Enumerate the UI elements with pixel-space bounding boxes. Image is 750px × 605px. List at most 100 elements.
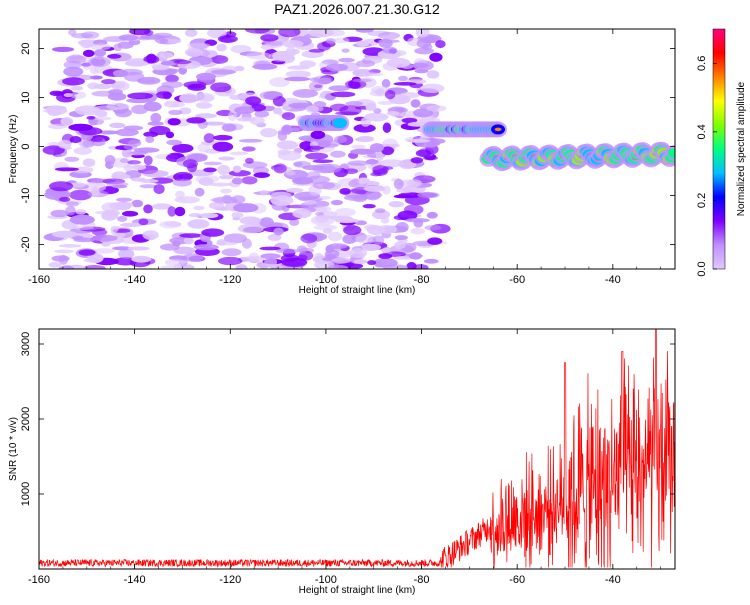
spectrogram-noise-cell	[351, 144, 366, 149]
spectrogram-noise-cell	[229, 94, 242, 100]
spectrogram-noise-cell	[117, 215, 128, 222]
spectrogram-frame	[38, 28, 676, 270]
spectrogram-noise-cell	[142, 230, 159, 240]
spectrogram-noise-cell	[152, 64, 170, 71]
x-tick-label: -100	[315, 574, 337, 586]
spectrogram-noise-cell	[88, 56, 111, 67]
colorbar-tick-label: 0.2	[696, 193, 708, 208]
spectrogram-noise-cell	[304, 200, 317, 205]
spectrogram-noise-cell	[264, 256, 278, 268]
spectrogram-noise-cell	[208, 182, 233, 187]
spectrogram-noise-cell	[276, 140, 299, 150]
spectrogram-noise-cell	[370, 86, 389, 94]
spectrogram-noise-cell	[273, 227, 284, 236]
y-tick-label: -20	[20, 237, 32, 253]
spectrogram-noise-cell	[163, 39, 182, 44]
spectrogram-noise-cell	[270, 195, 294, 206]
spectrogram-noise-cell	[406, 179, 423, 188]
spectrogram-noise-cell	[138, 218, 149, 226]
spectrogram-noise-cell	[93, 248, 116, 254]
spectrogram-noise-cell	[211, 55, 229, 64]
spectrogram-noise-cell	[372, 165, 389, 175]
spectrogram-noise-cell	[284, 49, 297, 57]
spectrogram-noise-cell	[365, 102, 377, 111]
spectrogram-noise-cell	[378, 253, 393, 259]
spectrogram-noise-cell	[131, 164, 147, 171]
spectrogram-noise-cell	[195, 92, 215, 103]
spectrogram-noise-cell	[142, 170, 169, 178]
spectrogram-noise-cell	[305, 152, 329, 160]
spectrogram-noise-cell	[116, 197, 133, 202]
x-tick-label: -120	[219, 274, 241, 286]
spectrogram-noise-cell	[86, 115, 96, 120]
spectrogram-noise-cell	[126, 98, 152, 104]
spectrogram-noise-cell	[245, 157, 254, 164]
spectrogram-noise-cell	[281, 124, 293, 135]
spectrogram-noise-cell	[68, 123, 93, 132]
spectrogram-noise-cell	[52, 230, 78, 238]
spectrogram-noise-cell	[123, 143, 138, 151]
spectrogram-noise-cell	[282, 101, 292, 111]
spectrogram-noise-cell	[121, 148, 133, 158]
spectrogram-noise-cell	[411, 62, 429, 69]
spectrogram-noise-cell	[417, 191, 440, 199]
spectrogram-noise-cell	[327, 231, 343, 242]
spectrogram-noise-cell	[184, 48, 204, 57]
spectrogram-noise-cell	[310, 130, 326, 140]
spectrogram-noise-cell	[235, 264, 248, 269]
spectrogram-noise-cell	[369, 143, 384, 153]
spectrogram-noise-cell	[82, 264, 106, 269]
spectrogram-noise-cell	[184, 29, 198, 37]
spectrogram-noise-cell	[107, 92, 127, 101]
spectrogram-noise-cell	[330, 91, 356, 98]
spectrogram-noise-cell	[174, 206, 186, 217]
spectrogram-noise-cell	[424, 224, 442, 231]
x-tick-label: -40	[605, 274, 621, 286]
spectrogram-noise-cell	[59, 196, 71, 202]
x-tick-label: -160	[28, 574, 50, 586]
spectrogram-noise-cell	[389, 143, 400, 148]
spectrogram-noise-cell	[57, 139, 72, 149]
spectrogram-noise-cell	[292, 89, 319, 98]
spectrogram-noise-cell	[145, 135, 155, 144]
spectrogram-noise-cell	[241, 176, 258, 185]
spectrogram-noise-cell	[275, 248, 299, 254]
spectrogram-noise-cell	[435, 40, 446, 49]
spectrogram-noise-cell	[394, 235, 408, 241]
spectrogram-noise-cell	[106, 181, 129, 187]
spectrogram-noise-cell	[341, 48, 350, 53]
spectrogram-noise-cell	[87, 253, 104, 264]
colorbar-frame	[712, 28, 726, 270]
spectrogram-noise-cell	[241, 238, 252, 249]
spectrogram-noise-cell	[426, 211, 438, 219]
spectrogram-noise-cell	[423, 258, 439, 264]
spectrogram-noise-cell	[143, 55, 160, 64]
spectrogram-noise-cell	[151, 203, 172, 210]
x-tick-label: -60	[509, 574, 525, 586]
spectrogram-noise-cell	[186, 117, 207, 124]
spectrogram-noise-cell	[183, 236, 194, 245]
spectrogram-noise-cell	[58, 244, 82, 248]
spectrogram-noise-cell	[415, 29, 430, 38]
spectrogram-noise-cell	[313, 224, 338, 231]
spectrogram-noise-cell	[327, 264, 349, 269]
spectrogram-noise-cell	[78, 249, 96, 256]
spectrogram-noise-cell	[353, 123, 376, 133]
spectrogram-noise-cell	[404, 204, 424, 215]
spectrogram-noise-cell	[414, 47, 434, 55]
spectrogram-noise-cell	[328, 85, 350, 92]
spectrogram-noise-cell	[232, 203, 259, 213]
spectrogram-noise-cell	[188, 213, 202, 218]
spectrogram-noise-cell	[118, 248, 135, 259]
spectrogram-noise-cell	[182, 253, 204, 262]
spectrogram-noise-cell	[143, 204, 153, 214]
spectrogram-noise-cell	[384, 89, 396, 100]
spectrogram-noise-cell	[407, 121, 428, 127]
y-tick-label: 0	[20, 143, 32, 149]
spectrogram-noise-cell	[195, 174, 220, 184]
spectrogram-noise-cell	[241, 146, 256, 152]
spectrogram-noise-cell	[63, 66, 84, 77]
spectrogram-noise-cell	[334, 218, 359, 224]
spectrogram-noise-cell	[259, 189, 268, 196]
snr-ylabel: SNR (10 * v/v)	[8, 417, 19, 481]
